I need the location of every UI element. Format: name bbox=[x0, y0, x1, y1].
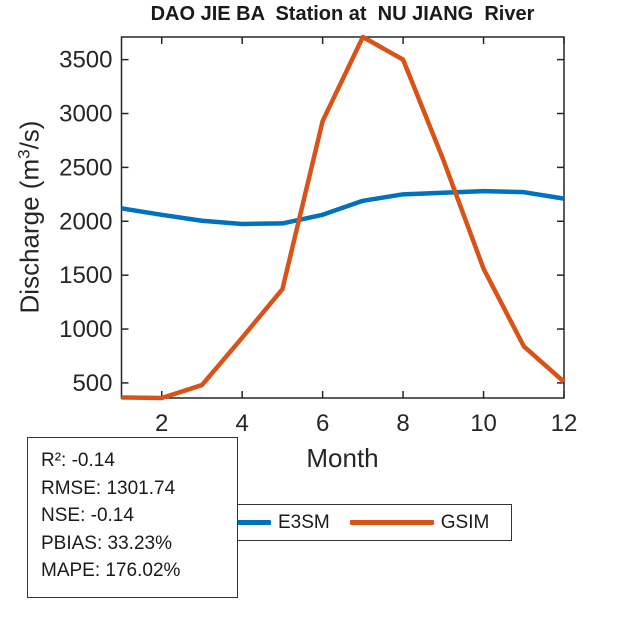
axes-frame bbox=[120, 36, 565, 399]
x-tick-label: 10 bbox=[470, 410, 497, 437]
stat-pbias: PBIAS: 33.23% bbox=[41, 532, 172, 554]
y-tick-label: 1500 bbox=[59, 262, 112, 289]
legend-item-gsim: GSIM bbox=[349, 511, 490, 534]
y-tick-label: 500 bbox=[72, 370, 112, 397]
stat-r2: R²: -0.14 bbox=[41, 450, 115, 471]
x-axis-label: Month bbox=[306, 443, 379, 473]
ylabel-superscript: 3 bbox=[14, 149, 34, 159]
y-tick-label: 3500 bbox=[59, 47, 112, 74]
x-tick-label: 2 bbox=[155, 410, 168, 437]
x-tick-label: 4 bbox=[236, 410, 249, 437]
e3sm-line bbox=[121, 188, 565, 227]
y-tick-label: 1000 bbox=[59, 316, 112, 343]
x-tick-label: 8 bbox=[396, 410, 409, 437]
gsim-legend-line-sample bbox=[349, 520, 434, 525]
y-axis-label: Discharge (m3/s) bbox=[14, 120, 45, 314]
stat-mape: MAPE: 176.02% bbox=[41, 560, 181, 581]
chart-title: DAO JIE BA Station at NU JIANG River bbox=[150, 3, 535, 25]
x-tick-label: 6 bbox=[316, 410, 329, 437]
gsim-legend-label: GSIM bbox=[440, 511, 490, 533]
gsim-line bbox=[121, 34, 566, 401]
y-tick-label: 2500 bbox=[59, 154, 112, 181]
y-tick-label: 3000 bbox=[59, 101, 112, 128]
y-tick-label: 2000 bbox=[59, 208, 112, 235]
stats-annotation-box: R²: -0.14 RMSE: 1301.74 NSE: -0.14 PBIAS… bbox=[27, 437, 238, 598]
x-tick-label: 12 bbox=[551, 410, 578, 437]
e3sm-legend-label: E3SM bbox=[278, 511, 330, 533]
stat-nse: NSE: -0.14 bbox=[41, 505, 134, 526]
stat-rmse: RMSE: 1301.74 bbox=[41, 477, 176, 499]
